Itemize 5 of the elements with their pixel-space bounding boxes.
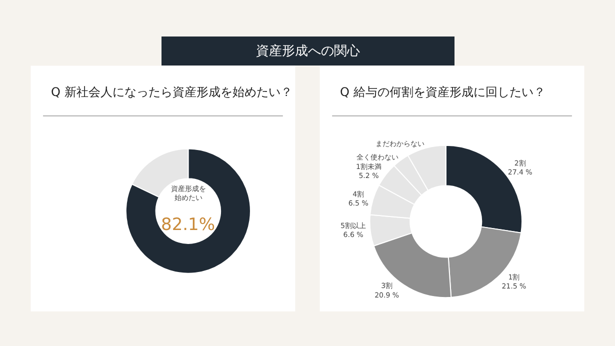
chart-title: Q 新社会人になったら資産形成を始めたい？ bbox=[51, 85, 292, 99]
chart-title: Q 給与の何割を資産形成に回したい？ bbox=[340, 85, 546, 99]
data-label: 82.1% bbox=[161, 215, 216, 235]
text: 資産形成への関心 bbox=[256, 43, 360, 59]
donut-slice bbox=[126, 148, 251, 274]
